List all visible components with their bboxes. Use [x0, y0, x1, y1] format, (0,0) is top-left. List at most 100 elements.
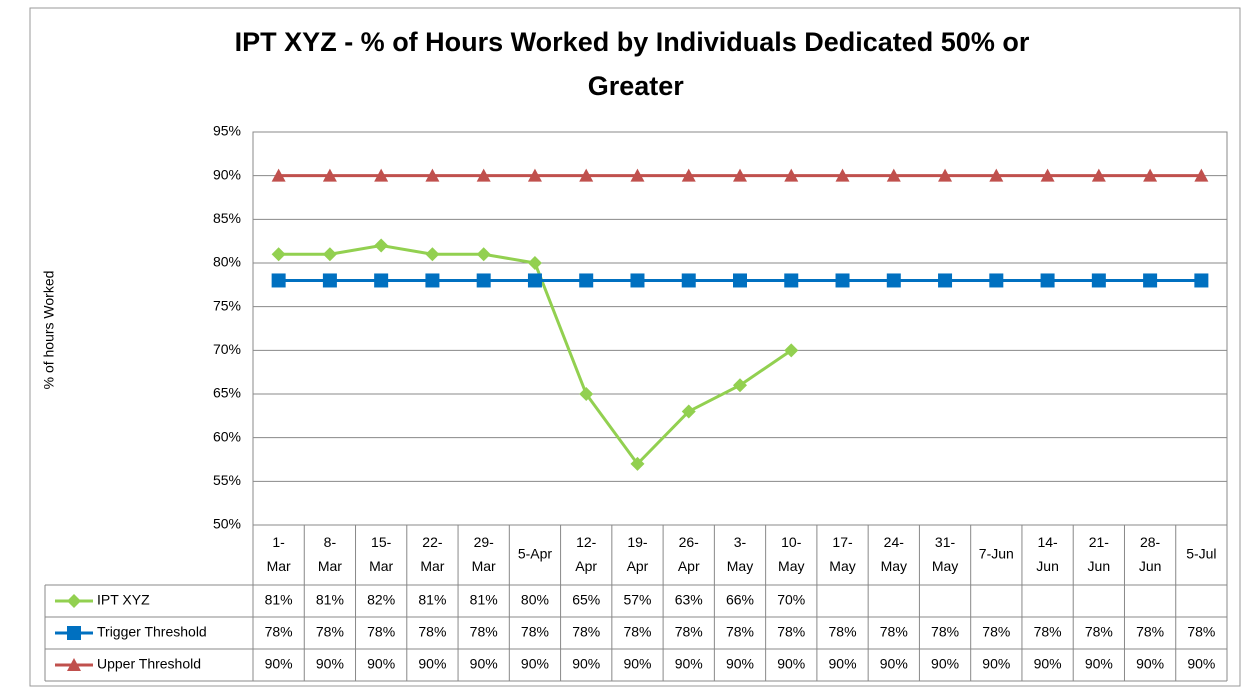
marker — [476, 168, 491, 182]
marker — [989, 273, 1004, 288]
table-value: 78% — [1187, 624, 1215, 640]
x-tick-label: 1-Mar — [267, 534, 291, 574]
marker — [1040, 273, 1055, 288]
y-tick-label: 55% — [213, 472, 241, 488]
table-value: 78% — [1034, 624, 1062, 640]
marker — [374, 168, 389, 182]
legend-label: Trigger Threshold — [97, 624, 207, 640]
table-value: 78% — [777, 624, 805, 640]
marker — [630, 456, 645, 471]
table-value: 70% — [777, 592, 805, 608]
x-tick-label: 7-Jun — [979, 546, 1014, 562]
marker — [989, 168, 1004, 182]
table-value: 81% — [265, 592, 293, 608]
table-value: 78% — [418, 624, 446, 640]
table-value: 78% — [265, 624, 293, 640]
marker — [67, 594, 81, 608]
x-tick-label: 5-Jul — [1186, 546, 1216, 562]
x-tick-label: 22-Mar — [420, 534, 444, 574]
table-value: 90% — [367, 656, 395, 672]
marker — [67, 626, 81, 640]
table-value: 81% — [418, 592, 446, 608]
x-tick-label: 14-Jun — [1036, 534, 1059, 574]
marker — [784, 273, 799, 288]
marker — [681, 273, 696, 288]
marker — [1040, 168, 1055, 182]
y-tick-label: 60% — [213, 428, 241, 444]
marker — [733, 273, 747, 288]
table-value: 78% — [675, 624, 703, 640]
table-value: 78% — [623, 624, 651, 640]
table-value: 78% — [880, 624, 908, 640]
marker — [886, 168, 901, 182]
marker — [579, 273, 594, 288]
marker — [630, 168, 645, 182]
x-tick-label: 10-May — [778, 534, 804, 574]
table-value: 78% — [931, 624, 959, 640]
table-value: 90% — [418, 656, 446, 672]
marker — [476, 247, 491, 262]
x-tick-label: 8-Mar — [318, 534, 342, 574]
table-value: 78% — [316, 624, 344, 640]
table-value: 90% — [1187, 656, 1215, 672]
table-value: 90% — [777, 656, 805, 672]
table-value: 90% — [726, 656, 754, 672]
marker — [322, 168, 337, 182]
marker — [733, 378, 747, 393]
y-axis-label: % of hours Worked — [41, 271, 57, 390]
marker — [271, 168, 286, 182]
y-tick-label: 50% — [213, 516, 241, 532]
x-tick-label: 3-May — [727, 534, 753, 574]
x-tick-label: 17-May — [829, 534, 855, 574]
table-value: 90% — [521, 656, 549, 672]
marker — [630, 273, 645, 288]
x-tick-label: 31-May — [932, 534, 958, 574]
table-value: 90% — [316, 656, 344, 672]
table-value: 65% — [572, 592, 600, 608]
table-value: 90% — [623, 656, 651, 672]
marker — [1194, 168, 1209, 182]
marker — [681, 404, 696, 419]
table-value: 90% — [982, 656, 1010, 672]
x-tick-label: 28-Jun — [1139, 534, 1162, 574]
chart-title: IPT XYZ - % of Hours Worked by Individua… — [235, 27, 1030, 101]
table-value: 90% — [675, 656, 703, 672]
marker — [322, 273, 337, 288]
table-value: 78% — [1136, 624, 1164, 640]
x-tick-label: 12-Apr — [575, 534, 597, 574]
table-value: 78% — [829, 624, 857, 640]
x-tick-label: 21-Jun — [1088, 534, 1111, 574]
marker — [425, 273, 440, 288]
x-tick-label: 5-Apr — [518, 546, 553, 562]
marker — [527, 273, 542, 288]
marker — [579, 168, 594, 182]
x-tick-label: 26-Apr — [678, 534, 700, 574]
marker — [1143, 168, 1158, 182]
table-value: 90% — [1085, 656, 1113, 672]
table-value: 90% — [880, 656, 908, 672]
marker — [271, 247, 286, 262]
y-tick-label: 95% — [213, 123, 241, 139]
table-value: 82% — [367, 592, 395, 608]
marker — [1091, 168, 1106, 182]
table-value: 90% — [829, 656, 857, 672]
table-value: 90% — [265, 656, 293, 672]
y-tick-label: 75% — [213, 297, 241, 313]
table-value: 90% — [1034, 656, 1062, 672]
table-value: 66% — [726, 592, 754, 608]
table-value: 90% — [572, 656, 600, 672]
marker — [784, 343, 799, 358]
legend-label: Upper Threshold — [97, 656, 201, 672]
y-tick-label: 90% — [213, 166, 241, 182]
marker — [938, 168, 953, 182]
table-value: 78% — [572, 624, 600, 640]
y-tick-label: 80% — [213, 254, 241, 270]
marker — [476, 273, 491, 288]
marker — [681, 168, 696, 182]
marker — [374, 238, 389, 253]
marker — [67, 658, 81, 671]
table-value: 78% — [982, 624, 1010, 640]
marker — [579, 387, 594, 401]
y-tick-label: 85% — [213, 210, 241, 226]
